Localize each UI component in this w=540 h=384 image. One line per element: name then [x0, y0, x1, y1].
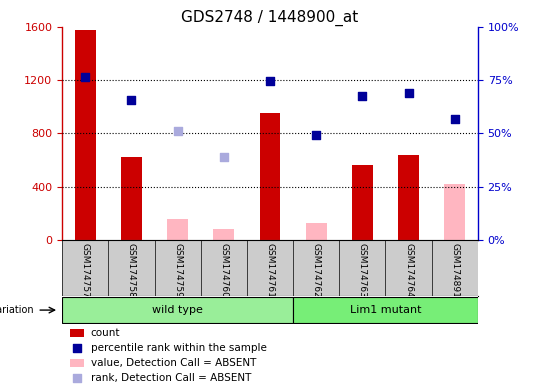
- Point: [219, 154, 228, 161]
- Text: wild type: wild type: [152, 305, 203, 315]
- Bar: [306, 223, 327, 240]
- Text: GSM174762: GSM174762: [312, 243, 321, 298]
- Text: GSM174758: GSM174758: [127, 243, 136, 298]
- Bar: [167, 219, 188, 240]
- Bar: [260, 113, 280, 240]
- Point: [266, 78, 274, 84]
- Bar: [121, 157, 142, 240]
- Text: rank, Detection Call = ABSENT: rank, Detection Call = ABSENT: [91, 373, 251, 383]
- Bar: [62, 297, 293, 323]
- Bar: [293, 297, 478, 323]
- Text: GSM174757: GSM174757: [80, 243, 90, 298]
- Point: [358, 93, 367, 99]
- Text: value, Detection Call = ABSENT: value, Detection Call = ABSENT: [91, 358, 256, 368]
- Text: GSM174891: GSM174891: [450, 243, 460, 298]
- Bar: [70, 359, 84, 367]
- Text: GSM174763: GSM174763: [358, 243, 367, 298]
- Point: [72, 375, 81, 381]
- Text: GSM174759: GSM174759: [173, 243, 182, 298]
- Text: GSM174760: GSM174760: [219, 243, 228, 298]
- Text: GSM174761: GSM174761: [266, 243, 274, 298]
- Point: [127, 97, 136, 103]
- Bar: [75, 30, 96, 240]
- Text: genotype/variation: genotype/variation: [0, 305, 34, 315]
- Point: [72, 345, 81, 351]
- Bar: [444, 184, 465, 240]
- Point: [450, 116, 459, 122]
- Bar: [398, 155, 419, 240]
- Point: [81, 74, 90, 81]
- Point: [173, 127, 182, 134]
- Title: GDS2748 / 1448900_at: GDS2748 / 1448900_at: [181, 9, 359, 25]
- Text: count: count: [91, 328, 120, 338]
- Text: GSM174764: GSM174764: [404, 243, 413, 298]
- Point: [404, 90, 413, 96]
- Bar: [70, 329, 84, 337]
- Text: percentile rank within the sample: percentile rank within the sample: [91, 343, 267, 353]
- Point: [312, 132, 321, 138]
- Bar: [213, 229, 234, 240]
- Text: Lim1 mutant: Lim1 mutant: [350, 305, 421, 315]
- Bar: [352, 166, 373, 240]
